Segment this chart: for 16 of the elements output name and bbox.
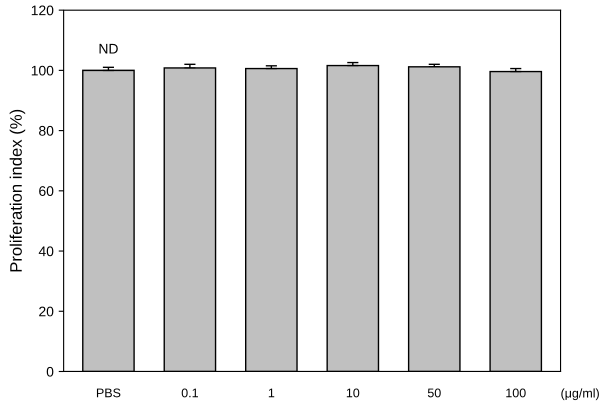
y-tick-label: 120: [32, 5, 54, 16]
x-tick-label: 1: [268, 388, 274, 398]
y-tick-label: 0: [46, 366, 54, 377]
x-tick-label: 50: [428, 388, 441, 398]
y-tick-label: 100: [32, 66, 54, 76]
y-tick-label: 20: [39, 306, 54, 316]
y-tick-label: 40: [38, 246, 54, 256]
y-tick-label: 60: [39, 186, 54, 196]
x-tick-label: PBS: [96, 388, 120, 398]
annotation: ND: [100, 44, 118, 54]
x-tick-label: 100: [506, 388, 526, 398]
x-tick-label: 0.1: [182, 388, 198, 398]
y-tick-label: 80: [39, 126, 54, 136]
x-axis-title: (μg/ml): [561, 388, 599, 400]
y-axis-title: Proliferation index (%): [10, 110, 26, 272]
x-tick-label: 10: [346, 388, 360, 398]
